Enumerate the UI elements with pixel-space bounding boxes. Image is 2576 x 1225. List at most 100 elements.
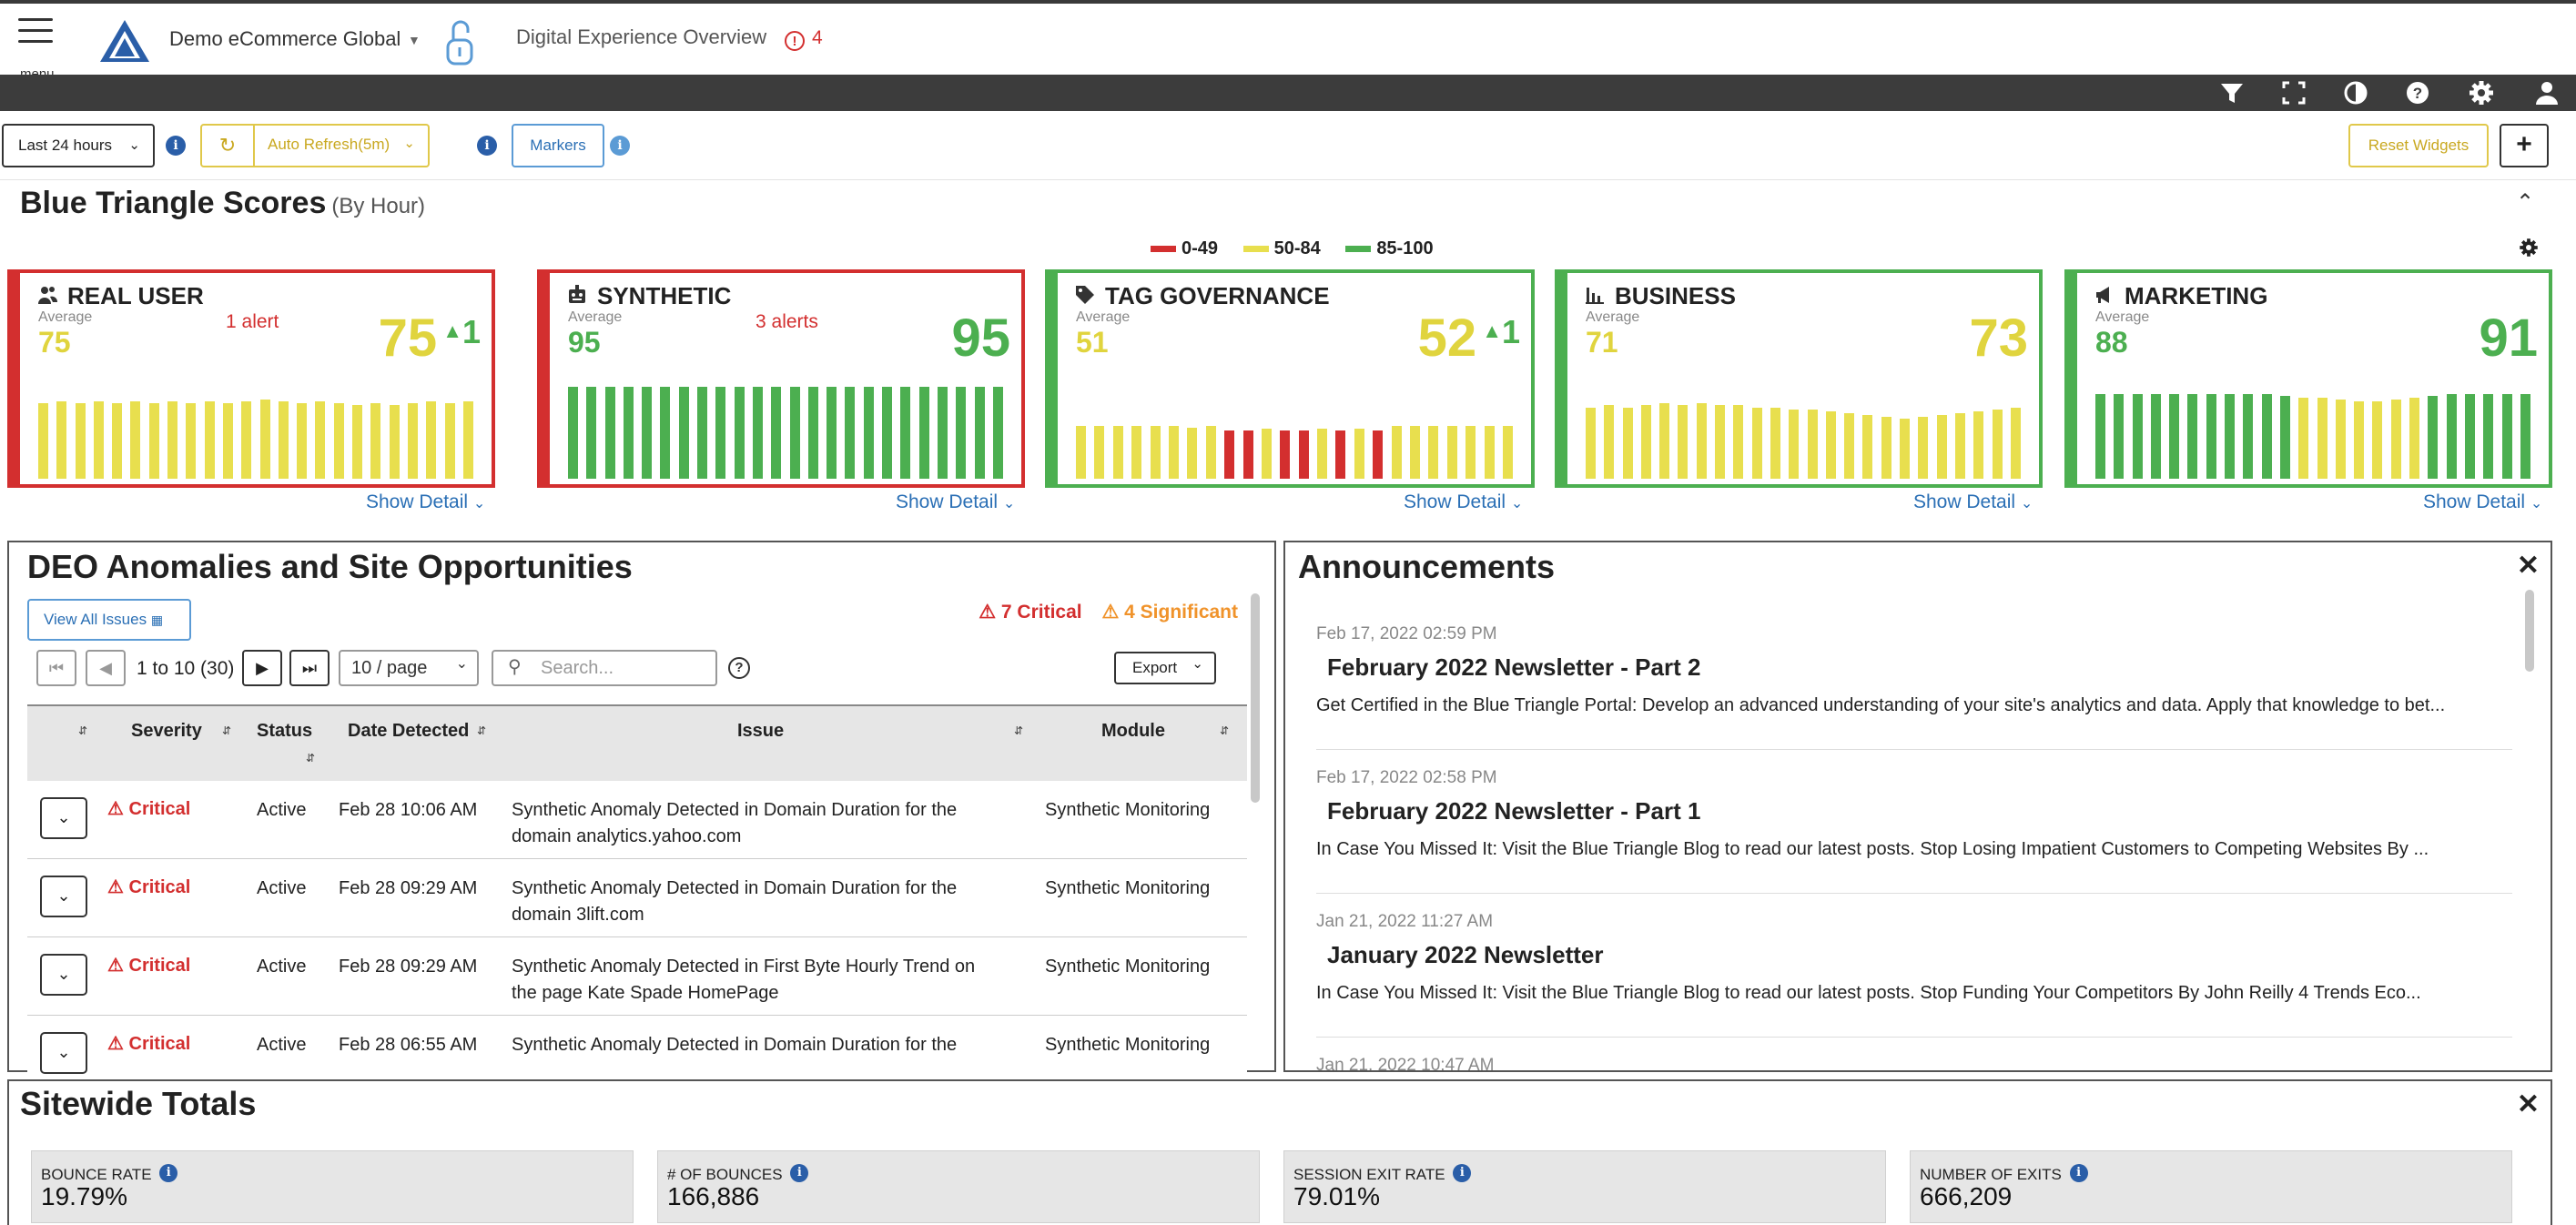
score-bar[interactable]	[1224, 430, 1235, 479]
score-bar[interactable]	[2409, 397, 2420, 479]
score-bar[interactable]	[1918, 417, 1929, 479]
announcement-title[interactable]: February 2022 Newsletter - Part 1	[1327, 797, 1701, 825]
score-bar[interactable]	[1936, 415, 1947, 479]
score-bar[interactable]	[1640, 405, 1651, 479]
sort-icon[interactable]: ⇵	[222, 724, 232, 737]
announcement-item[interactable]: Jan 21, 2022 11:27 AM January 2022 Newsle…	[1316, 894, 2512, 1038]
score-bar[interactable]	[1502, 425, 1513, 479]
show-detail-link[interactable]: Show Detail ⌄	[366, 491, 486, 512]
score-bar[interactable]	[715, 387, 726, 479]
score-bar[interactable]	[1770, 407, 1780, 479]
score-bar[interactable]	[1586, 407, 1596, 479]
score-bar[interactable]	[1604, 405, 1615, 479]
announcement-item[interactable]: Feb 17, 2022 02:58 PM February 2022 Newsl…	[1316, 750, 2512, 894]
col-severity[interactable]: Severity	[131, 721, 202, 741]
score-bar[interactable]	[297, 403, 308, 479]
score-bar[interactable]	[278, 401, 289, 479]
score-bar[interactable]	[2464, 393, 2475, 479]
table-row[interactable]: ⌄ ⚠ Critical Active Feb 28 09:29 AM Syntheti…	[27, 937, 1247, 1016]
score-bar[interactable]	[1789, 409, 1800, 479]
col-date-detected[interactable]: Date Detected	[348, 721, 470, 741]
issue-cell[interactable]: Synthetic Anomaly Detected in Domain Dur…	[512, 878, 958, 925]
score-bar[interactable]	[1992, 409, 2003, 479]
score-bar[interactable]	[918, 387, 929, 479]
site-selector[interactable]: Demo eCommerce Global	[169, 27, 401, 50]
time-range-dropdown[interactable]: Last 24 hours ⌄	[2, 124, 155, 167]
score-bar[interactable]	[2150, 393, 2161, 479]
col-module[interactable]: Module	[1101, 721, 1165, 741]
contrast-icon[interactable]	[2341, 78, 2370, 107]
expand-row-button[interactable]: ⌄	[40, 1032, 87, 1074]
alert-link[interactable]: 3 alerts	[756, 311, 818, 332]
settings-gear-icon[interactable]	[2467, 78, 2496, 107]
score-bar[interactable]	[426, 401, 437, 479]
score-bar[interactable]	[1150, 425, 1161, 479]
add-widget-button[interactable]: +	[2500, 124, 2549, 167]
filter-icon[interactable]	[2217, 78, 2246, 107]
blue-triangle-logo[interactable]	[98, 18, 151, 64]
score-bar[interactable]	[1751, 407, 1762, 479]
score-bar[interactable]	[1335, 430, 1346, 479]
score-bar[interactable]	[752, 387, 763, 479]
score-bar[interactable]	[1696, 403, 1707, 479]
score-bar[interactable]	[2390, 400, 2401, 479]
score-bar[interactable]	[771, 387, 782, 479]
score-bar[interactable]	[2446, 393, 2457, 479]
score-bar[interactable]	[734, 387, 745, 479]
score-bar[interactable]	[2279, 395, 2290, 479]
score-bar[interactable]	[882, 387, 893, 479]
score-bar[interactable]	[1733, 405, 1744, 479]
export-button[interactable]: Export ⌄	[1114, 652, 1216, 684]
score-bar[interactable]	[1205, 425, 1216, 479]
next-page-icon[interactable]: ▶	[242, 650, 282, 686]
sort-icon[interactable]: ⇵	[1220, 724, 1230, 737]
score-bar[interactable]	[2132, 393, 2143, 479]
issue-cell[interactable]: Synthetic Anomaly Detected in Domain Dur…	[512, 800, 958, 846]
close-icon[interactable]: ✕	[2516, 551, 2540, 581]
col-issue[interactable]: Issue	[737, 721, 785, 741]
score-bar[interactable]	[1076, 425, 1086, 479]
score-bar[interactable]	[568, 387, 578, 479]
score-bar[interactable]	[604, 387, 615, 479]
show-detail-link[interactable]: Show Detail ⌄	[1913, 491, 2033, 512]
alert-link[interactable]: 1 alert	[226, 311, 279, 332]
alerts-indicator[interactable]: ! 4	[785, 27, 823, 51]
score-bar[interactable]	[1094, 425, 1105, 479]
score-bar[interactable]	[1280, 430, 1291, 479]
score-bar[interactable]	[370, 403, 381, 479]
score-card-real-user[interactable]: REAL USER Average 75 1 alert 75 ▲1	[7, 269, 495, 488]
score-bar[interactable]	[2428, 395, 2439, 479]
score-bar[interactable]	[1317, 428, 1328, 479]
expand-row-button[interactable]: ⌄	[40, 797, 87, 839]
score-bar[interactable]	[660, 387, 671, 479]
auto-refresh-button[interactable]: ↻ Auto Refresh(5m) ⌄	[200, 124, 430, 167]
refresh-icon[interactable]: ↻	[202, 126, 255, 166]
issue-cell[interactable]: Synthetic Anomaly Detected in Domain Dur…	[512, 1035, 958, 1055]
score-bar[interactable]	[315, 401, 326, 479]
score-bar[interactable]	[222, 403, 233, 479]
score-bar[interactable]	[1807, 409, 1818, 479]
search-input[interactable]: ⚲ Search...	[492, 650, 717, 686]
col-status[interactable]: Status	[257, 721, 313, 741]
score-bar[interactable]	[1168, 425, 1179, 479]
info-icon[interactable]: i	[610, 136, 630, 156]
score-bar[interactable]	[2010, 407, 2021, 479]
score-bar[interactable]	[389, 405, 400, 479]
score-bar[interactable]	[900, 387, 911, 479]
score-bar[interactable]	[623, 387, 634, 479]
score-bar[interactable]	[1678, 405, 1689, 479]
score-bar[interactable]	[1242, 430, 1253, 479]
score-bar[interactable]	[1844, 412, 1855, 479]
score-bar[interactable]	[352, 405, 363, 479]
score-bar[interactable]	[1715, 405, 1726, 479]
score-bar[interactable]	[1862, 415, 1873, 479]
sort-icon[interactable]: ⇵	[306, 752, 316, 764]
score-bar[interactable]	[1410, 425, 1421, 479]
reset-widgets-button[interactable]: Reset Widgets	[2348, 124, 2489, 167]
close-icon[interactable]: ✕	[2516, 1089, 2540, 1119]
menu-button[interactable]: menu	[18, 18, 56, 82]
announcement-item[interactable]: Feb 17, 2022 02:59 PM February 2022 Newsl…	[1316, 606, 2512, 750]
info-icon[interactable]: i	[166, 136, 186, 156]
score-bar[interactable]	[586, 387, 597, 479]
expand-row-button[interactable]: ⌄	[40, 954, 87, 996]
